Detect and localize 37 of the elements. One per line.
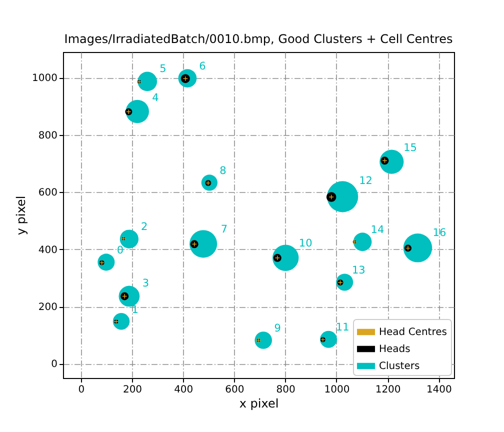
x-tick-label: 600 — [225, 384, 244, 396]
annotation: 6 — [199, 60, 206, 72]
x-tick-label: 0 — [78, 384, 85, 396]
x-tick-label: 800 — [276, 384, 296, 396]
annotation: 0 — [116, 244, 124, 257]
annotation: 13 — [352, 264, 366, 277]
annotation: 10 — [298, 238, 312, 250]
legend-label: Heads — [379, 344, 410, 355]
y-tick-label: 600 — [38, 188, 58, 199]
x-tick-label: 400 — [174, 384, 194, 396]
annotation: 4 — [152, 92, 160, 104]
annotation: 1 — [132, 304, 138, 316]
y-axis-title: y pixel — [14, 196, 28, 236]
chart-title: Images/IrradiatedBatch/0010.bmp, Good Clusters + Cell Centres — [64, 32, 453, 46]
x-tick-label: 1200 — [375, 384, 401, 396]
annotation: 8 — [220, 165, 226, 178]
x-axis-title: x pixel — [239, 396, 279, 410]
y-tick-label: 200 — [38, 302, 58, 314]
y-tick-label: 0 — [51, 359, 58, 370]
annotation: 14 — [370, 224, 384, 236]
y-tick-label: 1000 — [32, 73, 58, 84]
annotation: 16 — [432, 226, 446, 239]
annotation: 5 — [160, 63, 166, 76]
legend-label: Head Centres — [379, 327, 447, 338]
x-tick-label: 200 — [122, 384, 142, 396]
annotation: 12 — [359, 175, 372, 188]
legend-label: Clusters — [379, 361, 420, 372]
annotation: 9 — [274, 322, 281, 334]
x-tick-label: 1400 — [426, 384, 452, 396]
annotation: 7 — [220, 223, 228, 236]
annotation: 2 — [140, 220, 148, 233]
annotation: 15 — [404, 142, 417, 154]
annotation: 11 — [336, 322, 350, 334]
y-tick-label: 800 — [38, 130, 58, 142]
annotation: 3 — [142, 277, 150, 290]
x-tick-label: 1000 — [324, 384, 350, 396]
y-tick-label: 400 — [38, 244, 58, 256]
